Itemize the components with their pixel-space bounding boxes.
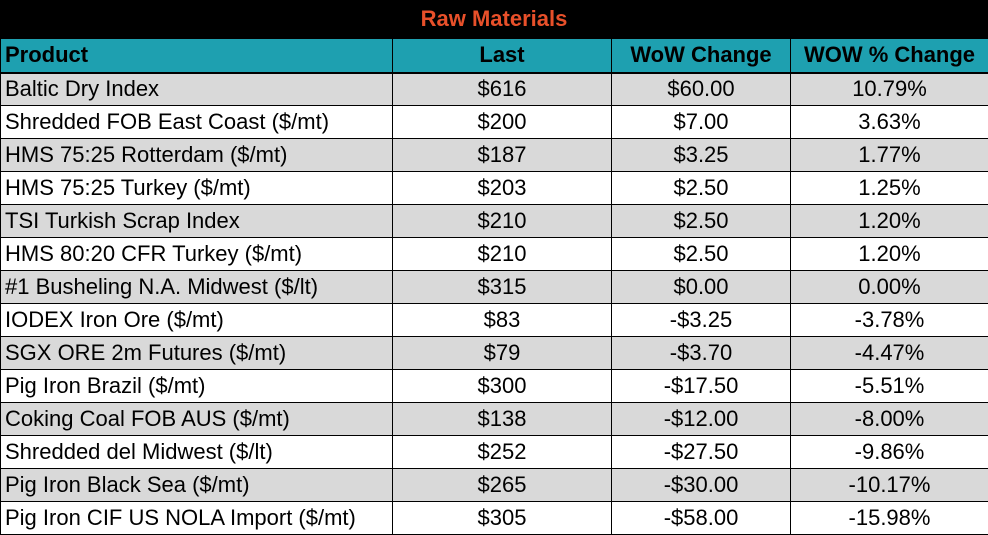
cell-wow-pct: 1.77% xyxy=(790,138,988,172)
raw-materials-table: Product Last WoW Change WOW % Change Bal… xyxy=(0,38,988,535)
cell-wow-pct: 0.00% xyxy=(790,270,988,304)
cell-last: $203 xyxy=(392,171,612,205)
table-row: Pig Iron CIF US NOLA Import ($/mt) $305 … xyxy=(0,501,988,535)
table-row: IODEX Iron Ore ($/mt) $83 -$3.25 -3.78% xyxy=(0,303,988,337)
table-row: SGX ORE 2m Futures ($/mt) $79 -$3.70 -4.… xyxy=(0,336,988,370)
table-row: HMS 75:25 Turkey ($/mt) $203 $2.50 1.25% xyxy=(0,171,988,205)
cell-wow-change: -$58.00 xyxy=(611,501,791,535)
table-row: HMS 75:25 Rotterdam ($/mt) $187 $3.25 1.… xyxy=(0,138,988,172)
cell-product: HMS 75:25 Rotterdam ($/mt) xyxy=(0,138,393,172)
cell-wow-pct: 10.79% xyxy=(790,72,988,106)
cell-last: $138 xyxy=(392,402,612,436)
cell-wow-pct: -10.17% xyxy=(790,468,988,502)
table-row: Pig Iron Brazil ($/mt) $300 -$17.50 -5.5… xyxy=(0,369,988,403)
cell-product: Coking Coal FOB AUS ($/mt) xyxy=(0,402,393,436)
cell-wow-change: $2.50 xyxy=(611,204,791,238)
table-title: Raw Materials xyxy=(0,0,988,38)
cell-product: Pig Iron Brazil ($/mt) xyxy=(0,369,393,403)
cell-last: $265 xyxy=(392,468,612,502)
cell-last: $200 xyxy=(392,105,612,139)
cell-product: SGX ORE 2m Futures ($/mt) xyxy=(0,336,393,370)
column-header-wow-pct-change: WOW % Change xyxy=(790,38,988,74)
cell-last: $300 xyxy=(392,369,612,403)
column-header-product: Product xyxy=(0,38,393,74)
cell-wow-change: -$3.25 xyxy=(611,303,791,337)
table-row: TSI Turkish Scrap Index $210 $2.50 1.20% xyxy=(0,204,988,238)
cell-wow-pct: 1.20% xyxy=(790,204,988,238)
table-row: Shredded del Midwest ($/lt) $252 -$27.50… xyxy=(0,435,988,469)
column-header-wow-change: WoW Change xyxy=(611,38,791,74)
cell-last: $210 xyxy=(392,204,612,238)
cell-wow-change: -$27.50 xyxy=(611,435,791,469)
table-row: Pig Iron Black Sea ($/mt) $265 -$30.00 -… xyxy=(0,468,988,502)
cell-last: $252 xyxy=(392,435,612,469)
table-row: HMS 80:20 CFR Turkey ($/mt) $210 $2.50 1… xyxy=(0,237,988,271)
cell-wow-pct: -5.51% xyxy=(790,369,988,403)
cell-wow-change: $2.50 xyxy=(611,237,791,271)
table-row: Shredded FOB East Coast ($/mt) $200 $7.0… xyxy=(0,105,988,139)
cell-product: Baltic Dry Index xyxy=(0,72,393,106)
cell-wow-pct: 3.63% xyxy=(790,105,988,139)
cell-wow-change: $7.00 xyxy=(611,105,791,139)
cell-product: Pig Iron CIF US NOLA Import ($/mt) xyxy=(0,501,393,535)
cell-wow-change: -$30.00 xyxy=(611,468,791,502)
cell-wow-change: -$12.00 xyxy=(611,402,791,436)
cell-product: HMS 75:25 Turkey ($/mt) xyxy=(0,171,393,205)
cell-wow-change: $60.00 xyxy=(611,72,791,106)
cell-last: $210 xyxy=(392,237,612,271)
table-row: Baltic Dry Index $616 $60.00 10.79% xyxy=(0,72,988,106)
cell-wow-change: -$3.70 xyxy=(611,336,791,370)
cell-last: $83 xyxy=(392,303,612,337)
cell-last: $616 xyxy=(392,72,612,106)
cell-product: HMS 80:20 CFR Turkey ($/mt) xyxy=(0,237,393,271)
cell-wow-pct: 1.20% xyxy=(790,237,988,271)
cell-wow-pct: -9.86% xyxy=(790,435,988,469)
cell-wow-pct: -8.00% xyxy=(790,402,988,436)
cell-wow-pct: -3.78% xyxy=(790,303,988,337)
cell-product: TSI Turkish Scrap Index xyxy=(0,204,393,238)
cell-last: $305 xyxy=(392,501,612,535)
cell-product: Pig Iron Black Sea ($/mt) xyxy=(0,468,393,502)
cell-wow-pct: 1.25% xyxy=(790,171,988,205)
cell-wow-change: -$17.50 xyxy=(611,369,791,403)
cell-wow-change: $3.25 xyxy=(611,138,791,172)
cell-product: #1 Busheling N.A. Midwest ($/lt) xyxy=(0,270,393,304)
cell-wow-pct: -15.98% xyxy=(790,501,988,535)
cell-last: $187 xyxy=(392,138,612,172)
cell-last: $315 xyxy=(392,270,612,304)
cell-product: IODEX Iron Ore ($/mt) xyxy=(0,303,393,337)
cell-last: $79 xyxy=(392,336,612,370)
table-row: Coking Coal FOB AUS ($/mt) $138 -$12.00 … xyxy=(0,402,988,436)
cell-wow-pct: -4.47% xyxy=(790,336,988,370)
cell-product: Shredded FOB East Coast ($/mt) xyxy=(0,105,393,139)
cell-wow-change: $0.00 xyxy=(611,270,791,304)
cell-product: Shredded del Midwest ($/lt) xyxy=(0,435,393,469)
table-row: #1 Busheling N.A. Midwest ($/lt) $315 $0… xyxy=(0,270,988,304)
cell-wow-change: $2.50 xyxy=(611,171,791,205)
column-header-last: Last xyxy=(392,38,612,74)
header-row: Product Last WoW Change WOW % Change xyxy=(0,38,988,74)
